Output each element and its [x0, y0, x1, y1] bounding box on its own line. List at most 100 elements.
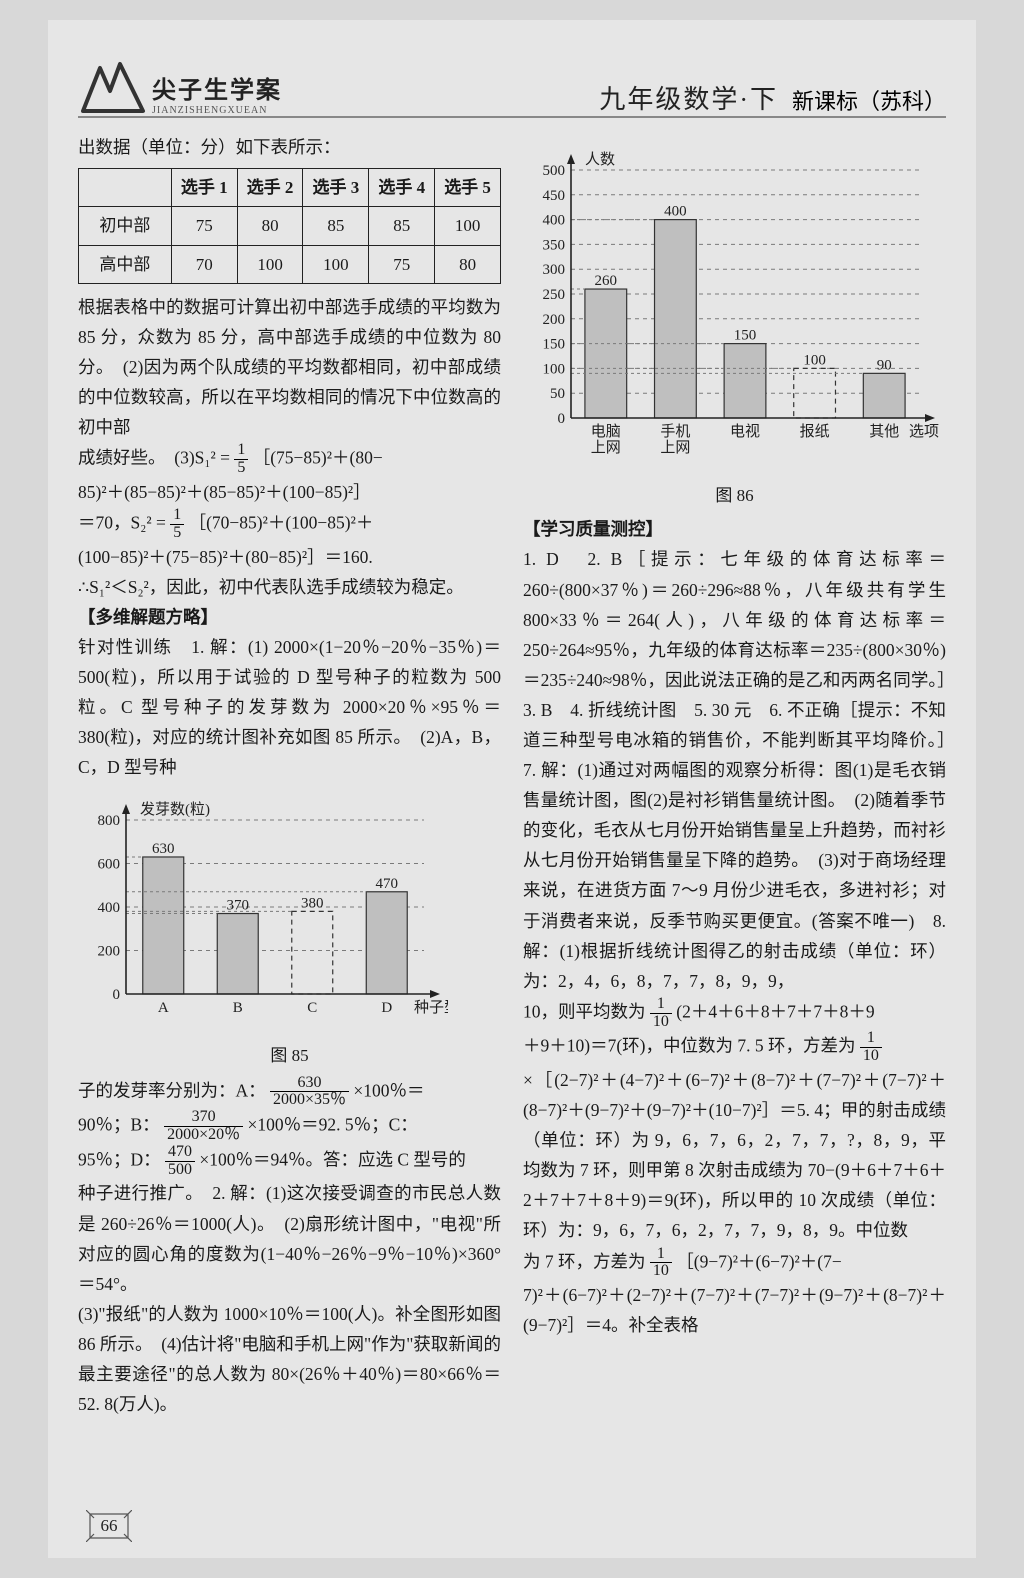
fraction: 6302000×35％: [270, 1075, 349, 1110]
table-cell: 初中部: [79, 207, 172, 245]
svg-text:发芽数(粒): 发芽数(粒): [140, 801, 210, 818]
body-text: 子的发芽率分别为：A： 6302000×35％ ×100％＝: [78, 1075, 501, 1110]
svg-text:400: 400: [664, 204, 687, 220]
fraction: 470500: [165, 1144, 195, 1179]
fraction: 110: [650, 996, 672, 1031]
svg-text:150: 150: [543, 337, 566, 353]
table-cell: 100: [435, 207, 501, 245]
svg-text:800: 800: [98, 813, 121, 829]
left-column: 出数据（单位：分）如下表所示： 选手 1选手 2选手 3选手 4选手 5 初中部…: [78, 132, 501, 1419]
table-cell: 85: [303, 207, 369, 245]
fraction: 110: [650, 1246, 672, 1281]
svg-text:上网: 上网: [660, 439, 690, 456]
logo-text: 尖子生学案: [152, 70, 282, 105]
table-header-row: 选手 1选手 2选手 3选手 4选手 5: [79, 169, 501, 207]
svg-text:630: 630: [152, 841, 175, 857]
chart-85: 0200400600800630A370B380C470D发芽数(粒)种子型号 …: [78, 790, 501, 1070]
svg-text:上网: 上网: [591, 439, 621, 456]
fraction: 15: [170, 507, 184, 542]
svg-text:400: 400: [543, 213, 566, 229]
svg-text:200: 200: [543, 312, 566, 328]
chart-caption: 图 86: [523, 481, 946, 510]
svg-text:260: 260: [595, 273, 618, 289]
table-cell: 100: [237, 245, 303, 283]
right-column: 050100150200250300350400450500260电脑上网400…: [523, 132, 946, 1419]
header-subtitle: 新课标（苏科）: [792, 84, 946, 116]
table-row: 高中部701001007580: [79, 245, 501, 283]
table-cell: 75: [369, 245, 435, 283]
svg-text:100: 100: [803, 352, 826, 368]
body-text: 为 7 环，方差为 110 ［(9−7)²＋(6−7)²＋(7−: [523, 1246, 946, 1281]
svg-text:500: 500: [543, 163, 566, 179]
body-text: (3)"报纸"的人数为 1000×10％＝100(人)。补全图形如图 86 所示…: [78, 1299, 501, 1419]
table-header-cell: 选手 5: [435, 169, 501, 207]
svg-text:报纸: 报纸: [800, 423, 830, 440]
svg-text:600: 600: [98, 857, 121, 873]
svg-text:0: 0: [558, 411, 566, 427]
svg-text:C: C: [307, 1000, 317, 1016]
table-cell: 85: [369, 207, 435, 245]
table-header-cell: [79, 169, 172, 207]
svg-text:450: 450: [543, 188, 566, 204]
svg-text:0: 0: [113, 987, 121, 1003]
table-header-cell: 选手 1: [171, 169, 237, 207]
logo-pinyin: JIANZISHENGXUEAN: [152, 105, 282, 116]
table-cell: 75: [171, 207, 237, 245]
body-text: 针对性训练 1. 解：(1) 2000×(1−20％−20％−35％)＝500(…: [78, 632, 501, 782]
body-text: 90％；B： 3702000×20％ ×100％＝92. 5％；C：: [78, 1109, 501, 1144]
svg-text:470: 470: [376, 876, 399, 892]
page-header: 尖子生学案 JIANZISHENGXUEAN 九年级数学·下 新课标（苏科）: [78, 38, 946, 118]
svg-text:电视: 电视: [730, 423, 760, 440]
svg-text:B: B: [233, 1000, 243, 1016]
svg-text:350: 350: [543, 237, 566, 253]
svg-text:300: 300: [543, 262, 566, 278]
body-text: 7)²＋(6−7)²＋(2−7)²＋(7−7)²＋(7−7)²＋(9−7)²＋(…: [523, 1280, 946, 1340]
score-table: 选手 1选手 2选手 3选手 4选手 5 初中部75808585100 高中部7…: [78, 168, 501, 284]
svg-text:手机: 手机: [660, 423, 690, 440]
svg-text:人数: 人数: [585, 151, 615, 168]
body-text: 10，则平均数为 110 (2＋4＋6＋8＋7＋7＋8＋9: [523, 996, 946, 1031]
table-cell: 80: [435, 245, 501, 283]
header-title: 九年级数学·下: [599, 79, 778, 116]
mountain-icon: [78, 56, 148, 116]
table-cell: 100: [303, 245, 369, 283]
body-text: (100−85)²＋(75−85)²＋(80−85)²］＝160.: [78, 542, 501, 572]
table-cell: 80: [237, 207, 303, 245]
chart-86: 050100150200250300350400450500260电脑上网400…: [523, 140, 946, 510]
bar-chart-icon: 0200400600800630A370B380C470D发芽数(粒)种子型号: [78, 790, 448, 1030]
body-text: 85)²＋(85−85)²＋(85−85)²＋(100−85)²］: [78, 477, 501, 507]
svg-text:380: 380: [301, 896, 324, 912]
svg-text:100: 100: [543, 361, 566, 377]
svg-text:90: 90: [877, 357, 892, 373]
fraction: 110: [860, 1030, 882, 1065]
body-text: 根据表格中的数据可计算出初中部选手成绩的平均数为 85 分，众数为 85 分，高…: [78, 292, 501, 442]
section-heading: 【多维解题方略】: [78, 607, 218, 627]
table-header-cell: 选手 4: [369, 169, 435, 207]
body-text: 95％；D： 470500 ×100％＝94％。答：应选 C 型号的: [78, 1144, 501, 1179]
page: 尖子生学案 JIANZISHENGXUEAN 九年级数学·下 新课标（苏科） 出…: [48, 20, 976, 1558]
fraction: 3702000×20％: [164, 1109, 243, 1144]
body-text: ×［(2−7)²＋(4−7)²＋(6−7)²＋(8−7)²＋(7−7)²＋(7−…: [523, 1065, 946, 1246]
body-text: ＝70，S₂² = 15 ［(70−85)²＋(100−85)²＋: [78, 507, 501, 542]
page-number: 66: [86, 1510, 132, 1542]
svg-text:50: 50: [550, 386, 565, 402]
table-header-cell: 选手 2: [237, 169, 303, 207]
svg-text:150: 150: [734, 328, 757, 344]
svg-text:250: 250: [543, 287, 566, 303]
table-cell: 70: [171, 245, 237, 283]
body-text: ＋9＋10)＝7(环)，中位数为 7. 5 环，方差为 110: [523, 1030, 946, 1065]
body-text: 1. D 2. B［提示：七年级的体育达标率＝260÷(800×37％)＝260…: [523, 544, 946, 995]
svg-text:A: A: [158, 1000, 169, 1016]
body-text: 种子进行推广。 2. 解：(1)这次接受调查的市民总人数是 260÷26％＝10…: [78, 1178, 501, 1298]
logo: 尖子生学案 JIANZISHENGXUEAN: [78, 56, 282, 116]
svg-text:400: 400: [98, 900, 121, 916]
table-header-cell: 选手 3: [303, 169, 369, 207]
intro-text: 出数据（单位：分）如下表所示：: [78, 132, 501, 162]
svg-text:电脑: 电脑: [591, 423, 621, 440]
bar-chart-icon: 050100150200250300350400450500260电脑上网400…: [523, 140, 943, 470]
svg-text:选项: 选项: [909, 423, 939, 440]
content-columns: 出数据（单位：分）如下表所示： 选手 1选手 2选手 3选手 4选手 5 初中部…: [78, 132, 946, 1419]
svg-text:D: D: [381, 1000, 392, 1016]
body-text: ∴S₁²＜S₂²，因此，初中代表队选手成绩较为稳定。: [78, 572, 501, 602]
table-cell: 高中部: [79, 245, 172, 283]
